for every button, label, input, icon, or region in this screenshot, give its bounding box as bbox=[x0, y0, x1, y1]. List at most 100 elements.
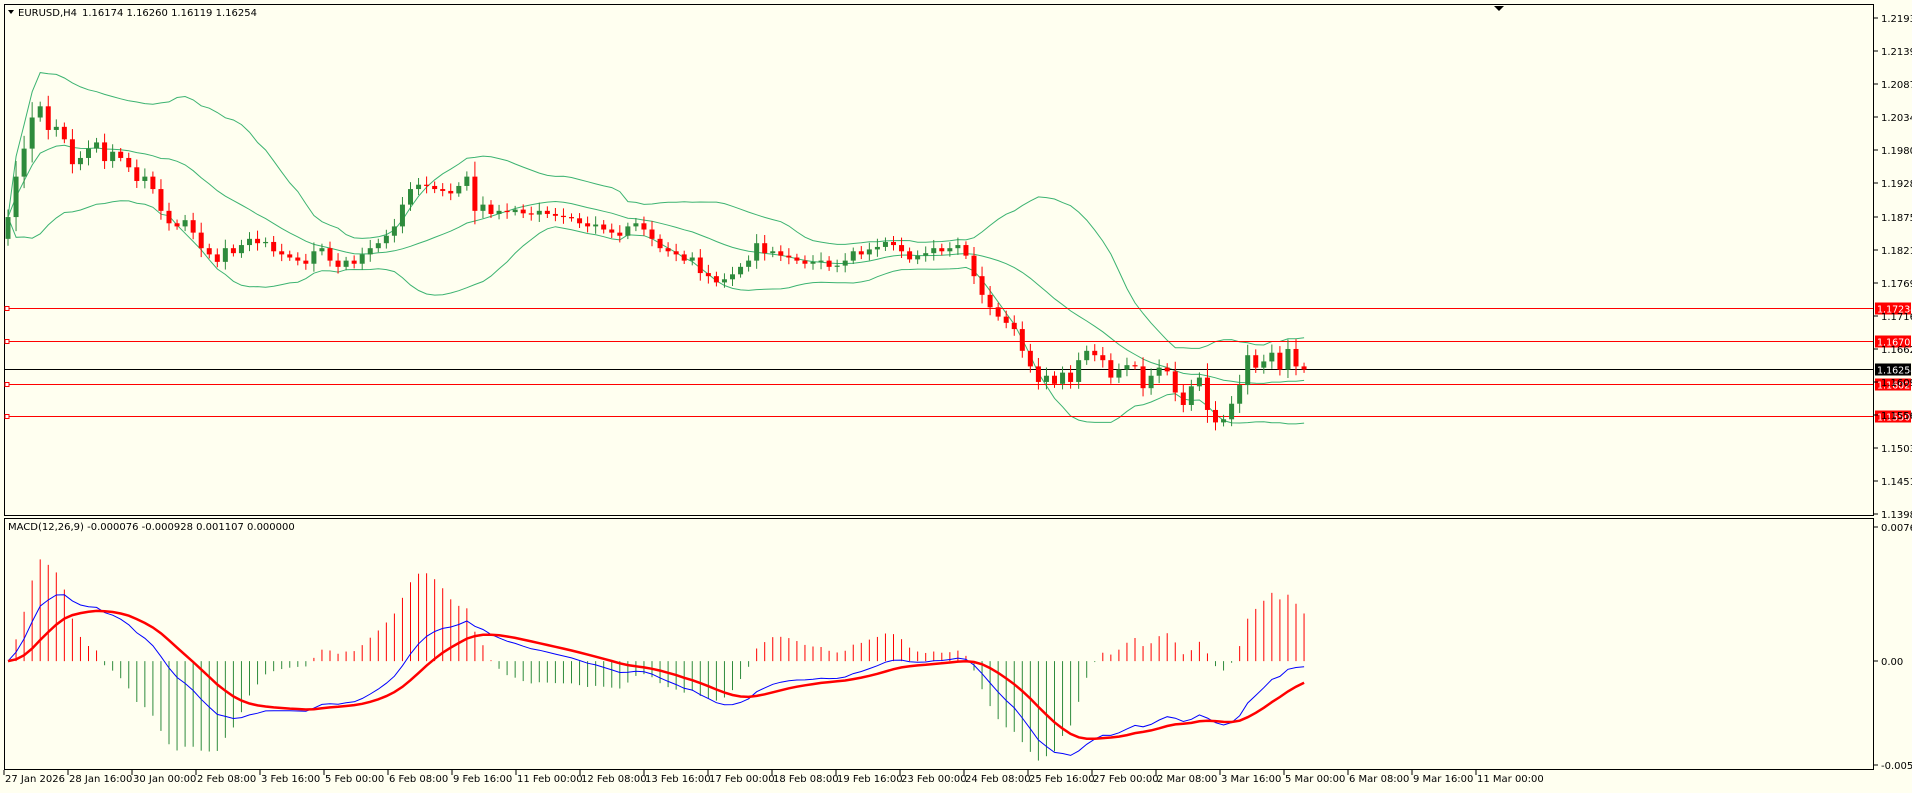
level-handle-icon[interactable] bbox=[4, 414, 10, 419]
macd-tick-label: 0.00 bbox=[1881, 657, 1903, 668]
level-tag bbox=[1875, 302, 1911, 315]
time-tick-label: 13 Feb 16:00 bbox=[645, 774, 711, 785]
candle bbox=[126, 152, 132, 172]
candle bbox=[866, 242, 872, 261]
price-tick-label: 1.21395 bbox=[1881, 47, 1912, 58]
candle bbox=[319, 243, 325, 256]
candle bbox=[1285, 339, 1291, 378]
candle bbox=[971, 246, 977, 284]
current-price-tag bbox=[1875, 363, 1911, 376]
time-tick-label: 30 Jan 00:00 bbox=[133, 774, 196, 785]
candle bbox=[617, 225, 623, 243]
price-tick-label: 1.16625 bbox=[1881, 345, 1912, 356]
time-tick-label: 23 Feb 00:00 bbox=[901, 774, 967, 785]
candle bbox=[802, 255, 808, 269]
candle bbox=[1076, 352, 1082, 389]
candle bbox=[448, 183, 454, 201]
candle bbox=[569, 213, 574, 222]
candle bbox=[641, 216, 647, 236]
candle bbox=[995, 302, 1001, 321]
candle bbox=[335, 253, 341, 274]
candle bbox=[416, 177, 422, 196]
candle bbox=[1237, 374, 1243, 413]
candle bbox=[1164, 363, 1170, 376]
candle bbox=[375, 238, 381, 253]
price-tick-label: 1.17165 bbox=[1881, 312, 1912, 323]
candle bbox=[1261, 354, 1267, 374]
time-tick-label: 2 Feb 08:00 bbox=[197, 774, 256, 785]
price-tick-label: 1.20870 bbox=[1881, 80, 1912, 91]
candle bbox=[1196, 372, 1202, 392]
time-tick-label: 17 Feb 00:00 bbox=[709, 774, 775, 785]
ohlc-label: 1.16174 1.16260 1.16119 1.16254 bbox=[82, 8, 257, 19]
candle bbox=[94, 137, 100, 153]
signal-line bbox=[7, 609, 1305, 741]
candle bbox=[399, 197, 405, 234]
candle bbox=[37, 101, 43, 122]
time-tick-label: 19 Feb 16:00 bbox=[837, 774, 903, 785]
candle bbox=[1092, 344, 1098, 362]
shift-marker-icon[interactable] bbox=[1494, 6, 1504, 11]
candle bbox=[625, 222, 631, 240]
candle bbox=[1011, 315, 1017, 336]
candle bbox=[1124, 357, 1130, 377]
candle bbox=[110, 144, 116, 168]
candle bbox=[214, 248, 220, 268]
candle bbox=[979, 266, 985, 304]
candle bbox=[528, 206, 534, 221]
candle bbox=[577, 213, 583, 228]
candle bbox=[794, 253, 800, 264]
candle bbox=[834, 259, 840, 273]
candle bbox=[166, 202, 172, 231]
candle bbox=[182, 214, 188, 232]
candle bbox=[190, 212, 196, 240]
candle bbox=[1035, 357, 1041, 390]
candle bbox=[1293, 339, 1299, 376]
level-handle-icon[interactable] bbox=[4, 306, 10, 311]
candle bbox=[504, 203, 510, 219]
candle bbox=[21, 135, 27, 189]
candle bbox=[818, 252, 824, 270]
candle bbox=[585, 216, 591, 233]
candle bbox=[255, 230, 261, 251]
candle bbox=[770, 246, 776, 258]
price-tick-label: 1.14510 bbox=[1881, 477, 1912, 488]
candle bbox=[544, 206, 550, 218]
candle bbox=[1188, 379, 1194, 411]
candle bbox=[907, 247, 913, 263]
symbol-label: EURUSD,H4 bbox=[18, 8, 77, 19]
candle bbox=[303, 253, 309, 270]
candle bbox=[206, 243, 212, 259]
candle bbox=[488, 200, 494, 218]
candle bbox=[45, 95, 51, 140]
time-tick-label: 24 Feb 08:00 bbox=[965, 774, 1031, 785]
macd-indicator bbox=[7, 559, 1305, 761]
dropdown-arrow-icon[interactable] bbox=[8, 10, 14, 14]
candle bbox=[247, 232, 252, 252]
candle bbox=[134, 159, 140, 188]
price-tick-label: 1.18755 bbox=[1881, 213, 1912, 224]
candle bbox=[1221, 414, 1227, 427]
candle bbox=[697, 249, 703, 281]
candle bbox=[649, 221, 655, 247]
time-tick-label: 9 Mar 16:00 bbox=[1413, 774, 1473, 785]
time-tick-label: 18 Feb 08:00 bbox=[773, 774, 839, 785]
candle bbox=[150, 171, 156, 194]
candle bbox=[891, 235, 896, 251]
candle bbox=[512, 205, 518, 216]
time-tick-label: 12 Feb 08:00 bbox=[581, 774, 647, 785]
candle bbox=[432, 181, 438, 194]
price-tick-label: 1.20345 bbox=[1881, 113, 1912, 124]
candle bbox=[383, 229, 389, 249]
candle bbox=[681, 250, 687, 264]
time-tick-label: 28 Jan 16:00 bbox=[69, 774, 132, 785]
candle bbox=[1100, 346, 1106, 368]
level-handle-icon[interactable] bbox=[4, 382, 10, 387]
level-handle-icon[interactable] bbox=[4, 339, 10, 344]
time-tick-label: 2 Mar 08:00 bbox=[1157, 774, 1217, 785]
candle bbox=[69, 129, 75, 174]
candle bbox=[520, 204, 526, 219]
candle bbox=[826, 256, 832, 271]
candle bbox=[53, 119, 59, 137]
